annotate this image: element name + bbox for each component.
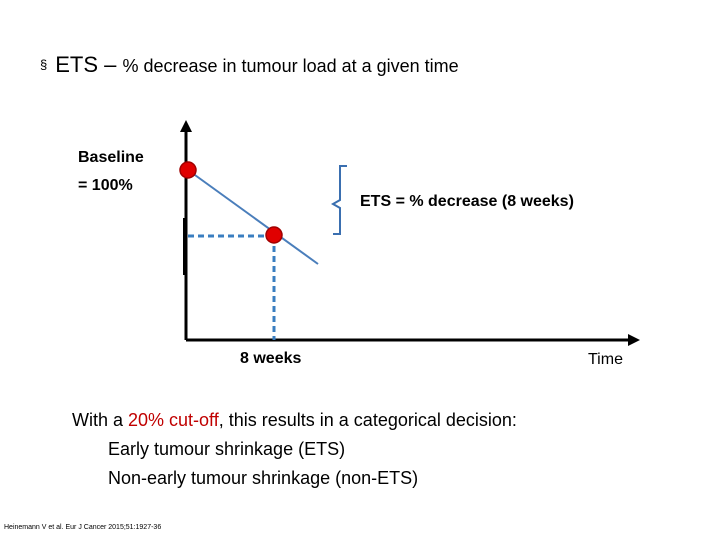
brace xyxy=(330,165,347,235)
title-rest: % decrease in tumour load at a given tim… xyxy=(122,56,459,76)
decision-text: With a 20% cut-off, this results in a ca… xyxy=(72,406,517,493)
slide-title: § ETS – % decrease in tumour load at a gi… xyxy=(40,52,459,78)
x-axis-arrowhead xyxy=(628,334,640,346)
option-non-ets: Non-early tumour shrinkage (non-ETS) xyxy=(108,468,419,488)
y-axis-arrowhead xyxy=(180,120,192,132)
title-prefix: ETS – xyxy=(55,52,123,77)
x-marker-label: 8 weeks xyxy=(240,350,302,367)
baseline-point xyxy=(179,161,197,179)
cutoff-highlight: 20% cut-off xyxy=(128,410,219,430)
option-ets: Early tumour shrinkage (ETS) xyxy=(108,439,346,459)
ets-brace-label: ETS = % decrease (8 weeks) xyxy=(360,193,574,210)
baseline-label-1: Baseline xyxy=(78,149,144,166)
square-bullet-icon: § xyxy=(40,57,48,72)
baseline-label-2: = 100% xyxy=(78,177,133,194)
x-axis-label: Time xyxy=(588,351,623,368)
week-8-point xyxy=(265,226,283,244)
tumour-load-line xyxy=(187,169,319,265)
reference-citation: Heinemann V et al. Eur J Cancer 2015;51:… xyxy=(4,524,162,531)
decision-intro: With a 20% cut-off, this results in a ca… xyxy=(72,410,517,430)
